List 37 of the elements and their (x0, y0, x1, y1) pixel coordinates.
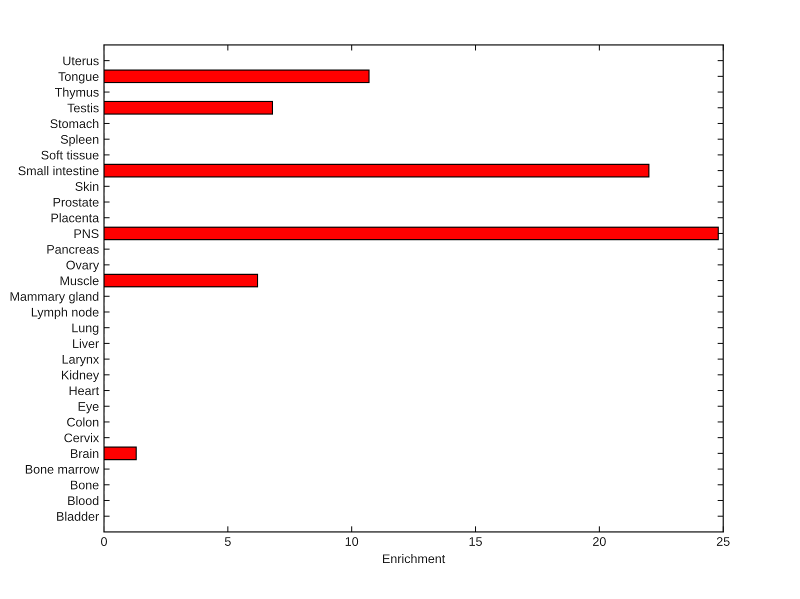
y-tick-label: Liver (73, 338, 99, 348)
y-tick-label: Brain (70, 448, 98, 458)
y-tick-label: Bone marrow (26, 465, 100, 474)
y-tick-label: Larynx (62, 355, 100, 366)
x-tick-label: 10 (346, 537, 358, 546)
x-axis-title: Enrichment (383, 554, 446, 564)
x-tick-label: 15 (470, 537, 482, 546)
y-tick-label: Soft tissue (41, 150, 99, 160)
y-tick-label: PNS (74, 229, 99, 238)
y-tick-label: Colon (67, 417, 98, 427)
y-tick-label: Lymph node (32, 307, 99, 320)
y-tick-label: Eye (78, 402, 99, 414)
y-tick-label: Pancreas (47, 245, 99, 254)
x-tick-label: 0 (101, 537, 107, 546)
y-tick-label: Placenta (52, 213, 100, 222)
x-tick-label: 25 (716, 537, 730, 546)
y-tick-label: Lung (72, 324, 98, 335)
y-tick-label: Kidney (62, 370, 100, 382)
y-tick-label: Muscle (60, 276, 99, 286)
y-tick-label: Small intestine (18, 166, 99, 176)
y-tick-label: Tongue (58, 72, 99, 84)
y-tick-label: Bone (70, 480, 99, 490)
y-tick-label: Ovary (66, 260, 100, 272)
y-tick-label: Testis (67, 103, 99, 112)
y-tick-label: Prostate (54, 198, 99, 207)
y-tick-label: Heart (70, 386, 100, 396)
y-tick-label: Cervix (64, 433, 100, 442)
y-tick-label: Thymus (54, 88, 99, 100)
y-tick-label: Blood (68, 496, 98, 506)
y-tick-label: Bladder (57, 512, 99, 521)
x-tick-label: 5 (224, 537, 231, 546)
y-tick-label: Stomach (50, 118, 98, 128)
x-tick-label: 20 (593, 537, 606, 546)
y-tick-label: Mammary gland (10, 292, 98, 304)
y-tick-label: Skin (75, 182, 98, 191)
y-tick-label: Spleen (60, 134, 98, 146)
y-tick-label: Uterus (63, 56, 99, 66)
